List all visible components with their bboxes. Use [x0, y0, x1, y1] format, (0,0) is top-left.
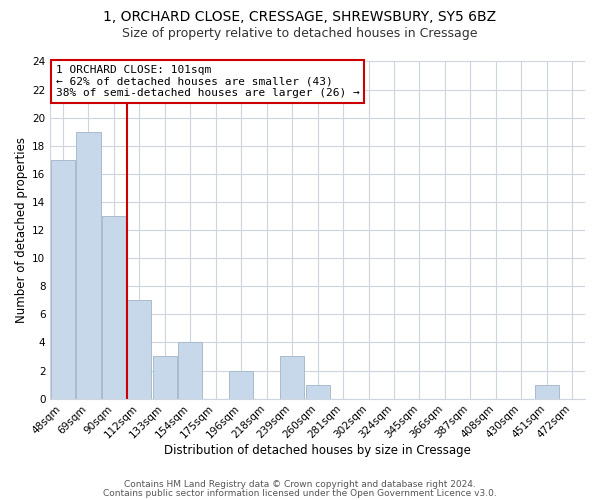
- Bar: [535, 384, 559, 398]
- Bar: [305, 384, 330, 398]
- Bar: [153, 356, 177, 399]
- Bar: [76, 132, 101, 398]
- Text: 1 ORCHARD CLOSE: 101sqm
← 62% of detached houses are smaller (43)
38% of semi-de: 1 ORCHARD CLOSE: 101sqm ← 62% of detache…: [56, 65, 359, 98]
- Text: Contains public sector information licensed under the Open Government Licence v3: Contains public sector information licen…: [103, 488, 497, 498]
- Bar: [102, 216, 126, 398]
- Bar: [229, 370, 253, 398]
- Text: Size of property relative to detached houses in Cressage: Size of property relative to detached ho…: [122, 28, 478, 40]
- Text: 1, ORCHARD CLOSE, CRESSAGE, SHREWSBURY, SY5 6BZ: 1, ORCHARD CLOSE, CRESSAGE, SHREWSBURY, …: [103, 10, 497, 24]
- Bar: [178, 342, 202, 398]
- Bar: [127, 300, 151, 398]
- Y-axis label: Number of detached properties: Number of detached properties: [15, 137, 28, 323]
- Bar: [51, 160, 75, 398]
- Bar: [280, 356, 304, 399]
- Text: Contains HM Land Registry data © Crown copyright and database right 2024.: Contains HM Land Registry data © Crown c…: [124, 480, 476, 489]
- X-axis label: Distribution of detached houses by size in Cressage: Distribution of detached houses by size …: [164, 444, 471, 458]
